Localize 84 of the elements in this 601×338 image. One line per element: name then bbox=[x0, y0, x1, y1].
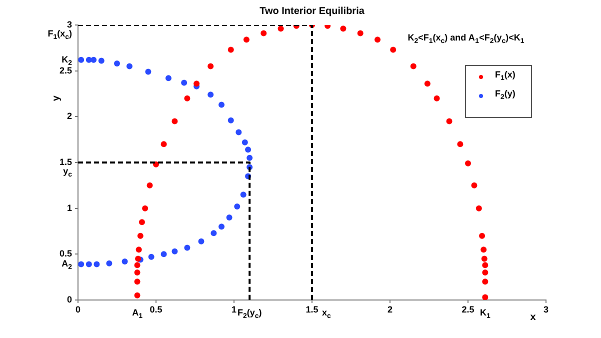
point bbox=[122, 258, 128, 264]
point bbox=[482, 270, 488, 276]
point bbox=[134, 292, 140, 298]
point bbox=[236, 129, 242, 136]
point bbox=[86, 261, 92, 268]
point bbox=[446, 118, 452, 124]
point bbox=[240, 192, 246, 198]
point bbox=[78, 261, 84, 268]
x-tick-label: 2.5 bbox=[462, 304, 474, 314]
point bbox=[142, 205, 148, 212]
point bbox=[374, 36, 381, 43]
point bbox=[98, 58, 104, 64]
y-axis-title: y bbox=[50, 95, 62, 102]
point bbox=[181, 80, 188, 86]
point bbox=[145, 68, 152, 75]
point bbox=[172, 118, 178, 124]
point bbox=[481, 256, 488, 262]
x-tick-label: 1 bbox=[231, 304, 237, 314]
point bbox=[246, 154, 253, 161]
point bbox=[390, 46, 396, 53]
point bbox=[134, 270, 140, 276]
point bbox=[138, 219, 145, 226]
y-tick-label: 2 bbox=[66, 111, 72, 122]
point bbox=[194, 80, 200, 87]
point bbox=[340, 26, 346, 32]
point bbox=[114, 60, 120, 66]
x-tick-label: 0 bbox=[75, 304, 81, 314]
point bbox=[226, 214, 232, 220]
point bbox=[146, 182, 153, 188]
point bbox=[480, 246, 487, 253]
point bbox=[136, 246, 142, 253]
point bbox=[134, 278, 140, 285]
x-axis-title: x bbox=[530, 312, 536, 323]
point bbox=[357, 30, 364, 36]
point bbox=[198, 238, 204, 244]
x-tick-label: 0.5 bbox=[150, 304, 162, 314]
point bbox=[476, 205, 482, 212]
point bbox=[184, 95, 190, 102]
point bbox=[424, 80, 430, 87]
y-tick-label: 1 bbox=[66, 202, 72, 213]
point bbox=[245, 146, 252, 153]
point bbox=[208, 63, 214, 70]
point bbox=[160, 141, 167, 148]
point bbox=[218, 224, 225, 230]
point bbox=[260, 30, 267, 36]
x-tick-label: 1.5 bbox=[306, 304, 318, 314]
point bbox=[165, 75, 172, 82]
y-tick-label: 3 bbox=[66, 19, 72, 30]
point bbox=[228, 117, 234, 124]
y-tick-label: 2.5 bbox=[59, 65, 72, 76]
point bbox=[126, 63, 132, 70]
point bbox=[172, 248, 178, 254]
point bbox=[479, 232, 486, 239]
point bbox=[184, 244, 190, 251]
point bbox=[243, 36, 250, 43]
point bbox=[78, 56, 84, 63]
point bbox=[482, 278, 488, 285]
point bbox=[434, 95, 440, 102]
point bbox=[134, 262, 140, 268]
x-tick-label: 3 bbox=[543, 304, 549, 314]
x-tick-label: 2 bbox=[387, 304, 393, 314]
point bbox=[137, 232, 144, 239]
chart-title: Two Interior Equilibria bbox=[260, 6, 365, 17]
point bbox=[160, 251, 167, 258]
point bbox=[208, 92, 214, 98]
point bbox=[218, 102, 225, 108]
point bbox=[94, 261, 100, 268]
point bbox=[210, 230, 217, 236]
point bbox=[148, 254, 154, 260]
point bbox=[90, 56, 97, 63]
point bbox=[471, 182, 478, 188]
point bbox=[228, 46, 234, 53]
point bbox=[482, 294, 488, 300]
y-tick-label: 0 bbox=[66, 294, 72, 304]
y-tick-label: 0.5 bbox=[59, 248, 72, 259]
point bbox=[410, 63, 416, 70]
point bbox=[482, 262, 488, 268]
point bbox=[106, 260, 112, 266]
y-tick-label: 1.5 bbox=[59, 156, 72, 167]
point bbox=[457, 141, 464, 148]
point bbox=[242, 139, 248, 146]
point bbox=[465, 160, 471, 166]
point bbox=[278, 26, 284, 32]
point bbox=[234, 204, 240, 210]
